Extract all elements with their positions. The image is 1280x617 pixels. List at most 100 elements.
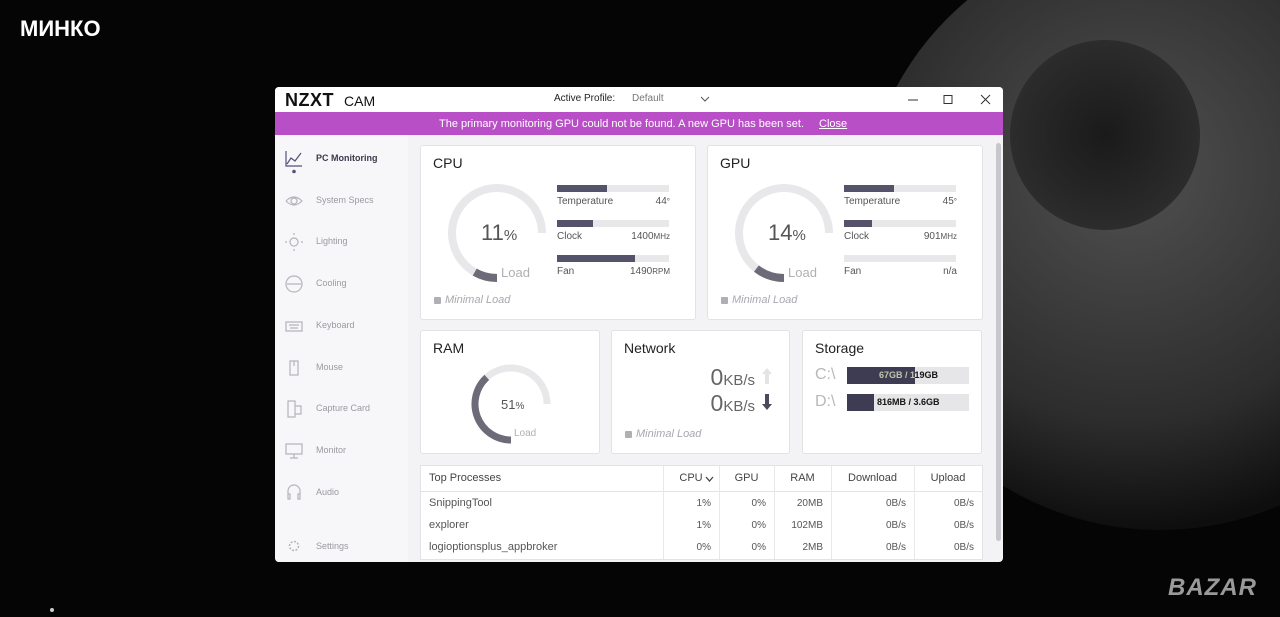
gauge [735, 184, 833, 282]
load-caption: Load [788, 265, 817, 280]
column-header[interactable]: RAM [790, 472, 815, 484]
rate-number: 0 [710, 390, 724, 416]
sidebar-icon [285, 233, 303, 252]
sidebar-item[interactable]: PC Monitoring [316, 153, 378, 163]
sidebar-settings[interactable]: Settings [316, 541, 349, 551]
column-divider [719, 466, 720, 559]
sidebar-item[interactable]: Monitor [316, 444, 347, 455]
column-divider [663, 466, 664, 559]
stat-label: Temperature [844, 196, 901, 207]
sidebar [275, 135, 408, 562]
gauge-track [448, 184, 546, 282]
table-cell: 0% [751, 542, 766, 553]
stat-label: Clock [557, 231, 583, 242]
table-cell: 0% [751, 498, 766, 509]
card-title: Storage [815, 340, 865, 356]
stat-number: 1400 [631, 231, 654, 242]
gauge-track [735, 184, 833, 282]
gpu-card: GPU 14% Load Temperature 45° Clock 901MHz Fan n/… [707, 145, 983, 320]
process-table: Top Processes CPU GPU RAM Download Upload Snip… [420, 465, 983, 560]
stat-unit: RPM [652, 267, 670, 276]
sidebar-item[interactable]: Mouse [316, 361, 344, 372]
sidebar-item[interactable]: Audio [316, 486, 340, 497]
sidebar-item[interactable]: Keyboard [316, 319, 355, 330]
storage-card: Storage C:\ 67GB / 119GB D:\ 816MB / 3.6GB [802, 330, 982, 454]
sidebar-icon [285, 275, 303, 293]
network-download: 0KB/s [711, 390, 755, 417]
settings-icon [288, 540, 300, 552]
status-dot [721, 297, 728, 304]
sidebar-item[interactable]: System Specs [316, 194, 374, 205]
table-header-line [421, 491, 982, 492]
drive-track [847, 394, 969, 411]
drive-bar [847, 367, 916, 384]
drive-bar [847, 394, 874, 411]
close-button[interactable] [980, 94, 991, 105]
card-title: CPU [433, 155, 463, 171]
icon-glyph [285, 443, 303, 459]
sidebar-icon [285, 443, 303, 459]
sidebar-item[interactable]: Cooling [316, 278, 347, 289]
gauge-fill [753, 265, 785, 282]
status-text: Minimal Load [732, 294, 798, 306]
stat-track [557, 220, 669, 227]
arrow-download [762, 394, 772, 410]
profile-select[interactable]: Default [632, 93, 664, 104]
drive-usage: 816MB / 3.6GB [877, 397, 940, 407]
card-title: Network [624, 340, 676, 356]
column-header[interactable]: Upload [930, 472, 966, 484]
drive-name: C:\ [815, 366, 836, 383]
table-cell: 0% [751, 520, 766, 531]
stat-number: 45 [942, 196, 954, 207]
table-cell: 0B/s [953, 542, 974, 553]
active-dot [292, 169, 296, 174]
status-text: Minimal Load [445, 294, 511, 306]
column-divider [831, 466, 832, 559]
column-header[interactable]: GPU [734, 472, 759, 484]
drive-name: D:\ [815, 393, 836, 410]
load-caption: Load [514, 428, 537, 439]
banner-message: The primary monitoring GPU could not be … [439, 118, 805, 130]
banner [275, 112, 1003, 135]
gauge [448, 184, 546, 282]
profile-label: Active Profile: [554, 93, 616, 104]
maximize-button[interactable] [943, 95, 953, 104]
load-caption: Load [501, 265, 530, 280]
stat-value: 1490RPM [630, 266, 670, 277]
caption: МИНКО [20, 16, 101, 41]
column-header[interactable]: Top Processes [429, 472, 502, 484]
icon-glyph [288, 540, 300, 552]
column-header[interactable]: Download [848, 472, 897, 484]
stat-value: 44° [656, 196, 670, 207]
column-header[interactable]: CPU [679, 472, 703, 484]
cpu-card: CPU 11% Load Temperature 44° Clock 1400MHz Fan 1… [420, 145, 696, 320]
sidebar-icon [285, 151, 302, 174]
table-cell: 0B/s [953, 520, 974, 531]
planet-dish [1010, 40, 1200, 230]
table-cell: 0B/s [885, 520, 906, 531]
gauge [471, 364, 551, 444]
logo: NZXT [285, 90, 334, 110]
network-card: Network 0KB/s 0KB/s Minimal Load [611, 330, 790, 454]
network-upload: 0KB/s [711, 364, 755, 391]
load-value: 14% [768, 220, 806, 246]
load-unit: % [515, 401, 525, 412]
stat-bar [557, 185, 608, 192]
stat-track [844, 185, 956, 192]
sidebar-icon [287, 400, 302, 418]
stat-unit: MHz [653, 232, 670, 241]
card-title: GPU [720, 155, 751, 171]
table-cell: 20MB [796, 498, 823, 509]
profile-dropdown-arrow[interactable] [700, 94, 712, 104]
title-bar [275, 87, 1003, 112]
banner-close[interactable]: Close [819, 118, 848, 130]
icon-glyph [285, 233, 303, 252]
sidebar-item[interactable]: Lighting [316, 236, 348, 247]
sidebar-item[interactable]: Capture Card [316, 403, 371, 414]
arrow [762, 368, 772, 384]
stat-bar [844, 220, 872, 227]
rate-number: 0 [710, 364, 724, 390]
icon-glyph [287, 484, 301, 500]
scrollbar[interactable] [996, 143, 1001, 541]
load-number: 14 [768, 220, 793, 245]
